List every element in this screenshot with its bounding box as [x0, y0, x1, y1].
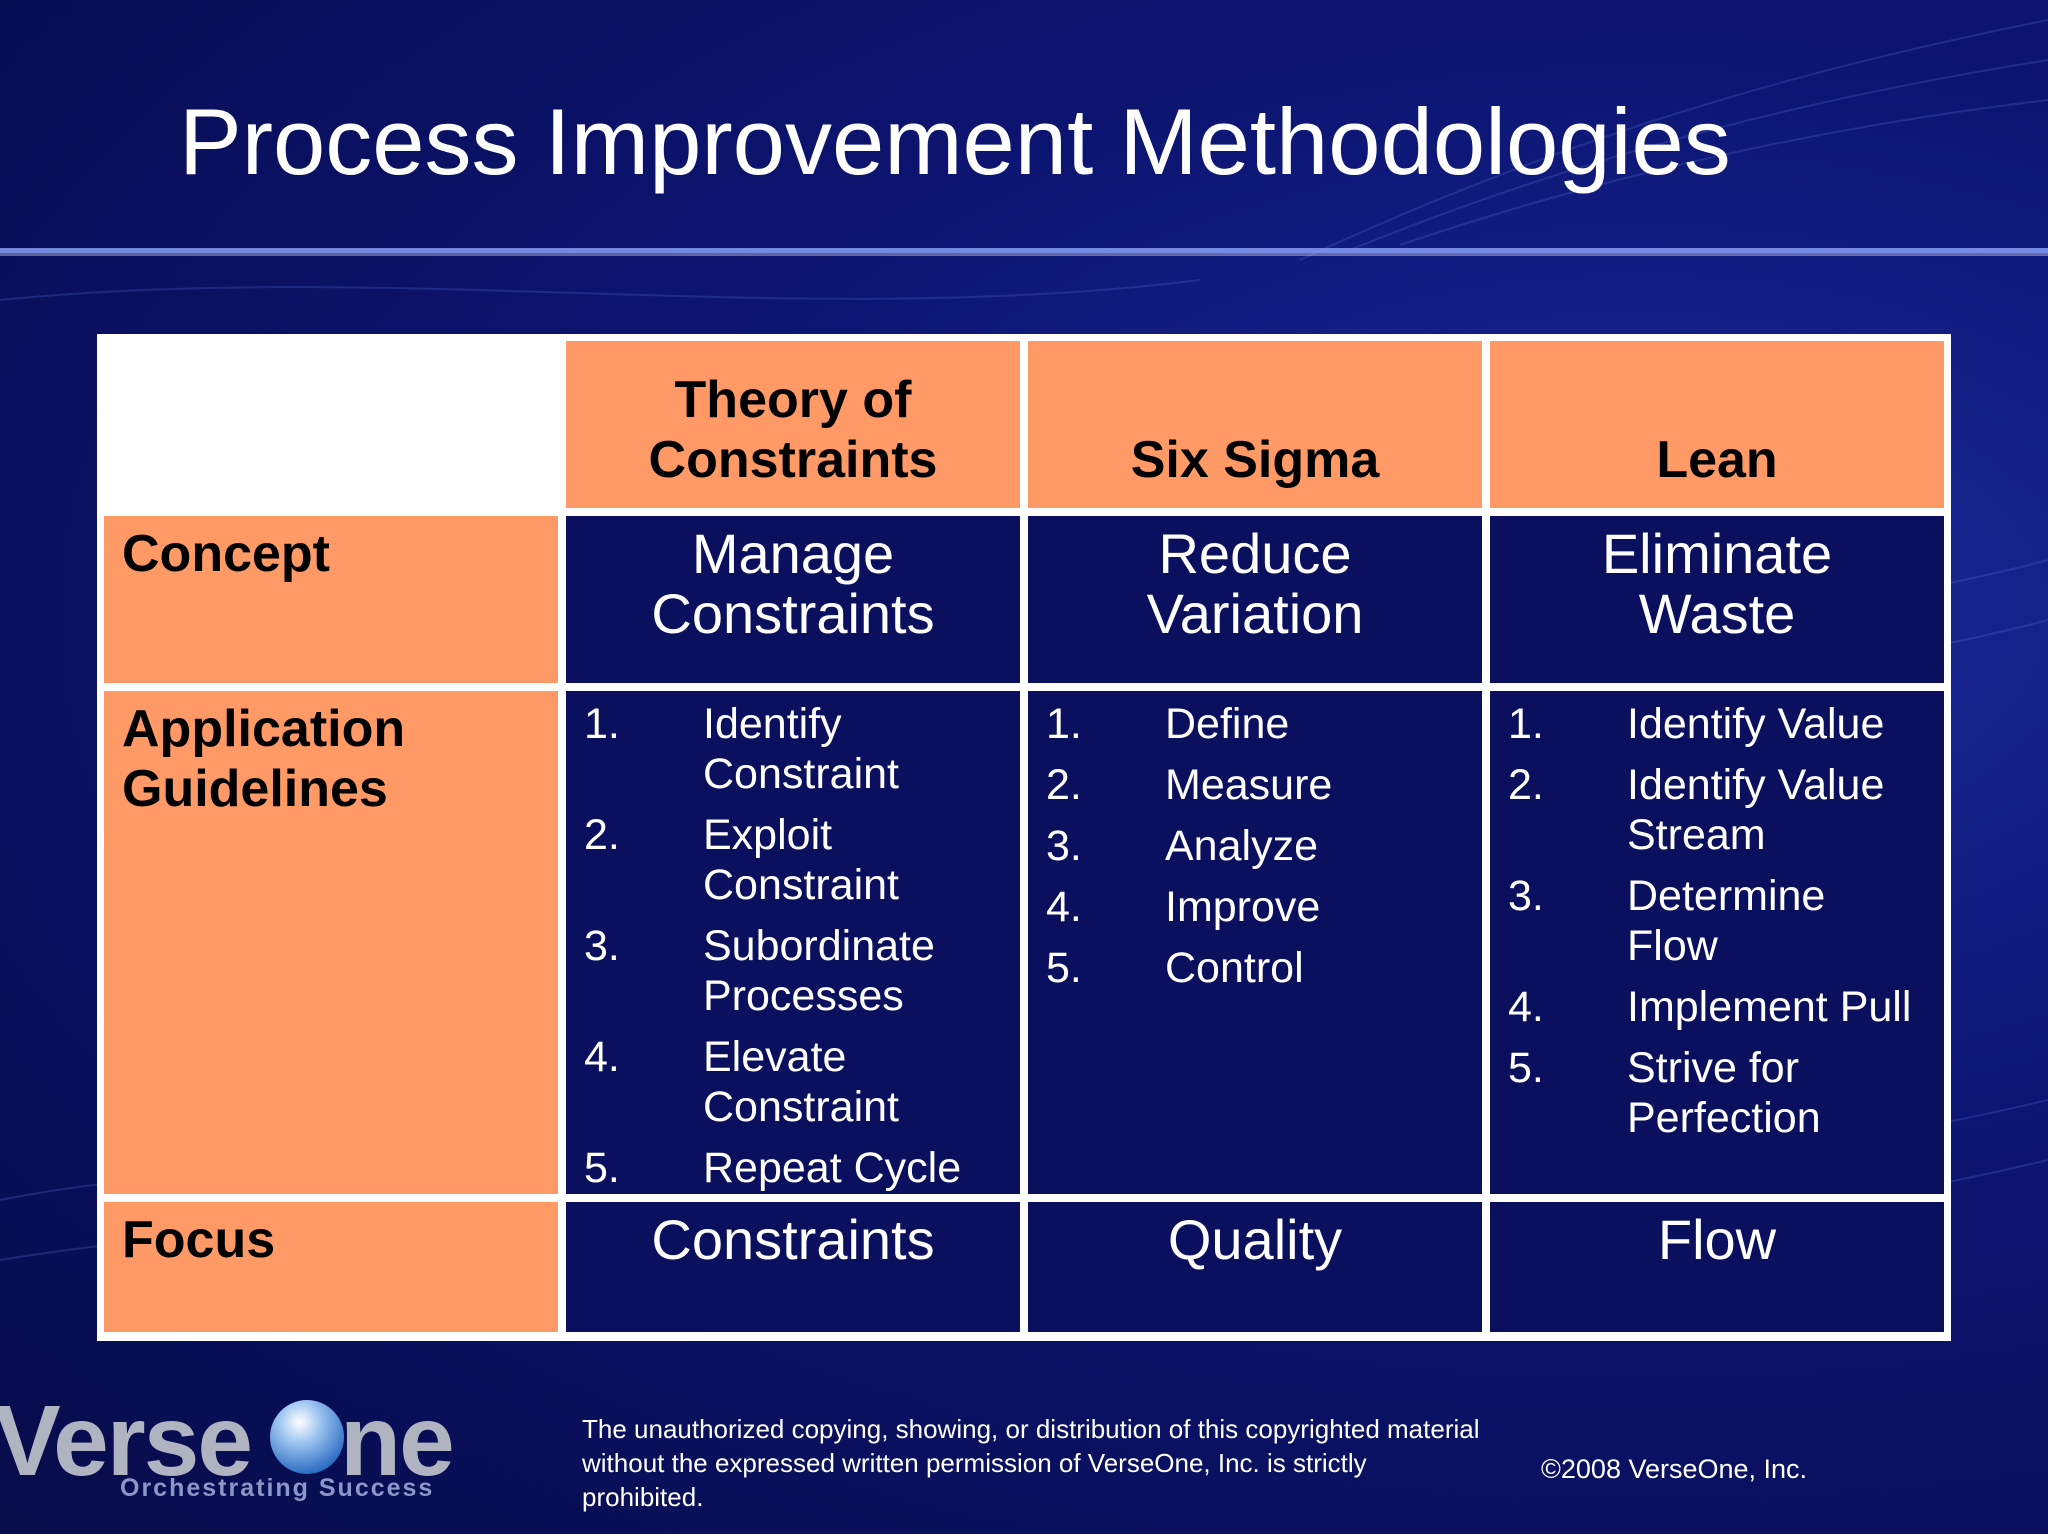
list-text: Improve [1165, 883, 1321, 931]
list-cell: 1. Identify Constraint 2. Exploit Constrain… [566, 691, 1020, 1194]
list-number: 3. [1046, 822, 1082, 870]
list-number: 4. [1508, 983, 1544, 1031]
list-text: Identify Value [1627, 700, 1885, 748]
list-item: 2. Measure [1046, 760, 1464, 810]
list-number: 3. [584, 922, 620, 970]
list-text: Strive for Perfection [1627, 1044, 1821, 1142]
list-number: 4. [584, 1033, 620, 1081]
logo: Verse ne Orchestrating Success [0, 1384, 470, 1504]
list-text: Identify Constraint [703, 700, 899, 798]
list-text: Exploit Constraint [703, 811, 899, 909]
list-item: 5. Control [1046, 943, 1464, 993]
list-cell: 1. Identify Value 2. Identify Value Stream 3… [1490, 691, 1944, 1194]
list-item: 1. Define [1046, 699, 1464, 749]
list-number: 2. [584, 811, 620, 859]
table-cell: Constraints [566, 1202, 1020, 1332]
list-item: 2. Identify Value Stream [1508, 760, 1926, 860]
logo-text: Verse [0, 1385, 253, 1497]
list-number: 5. [584, 1144, 620, 1192]
list-text: Control [1165, 944, 1304, 992]
list-number: 2. [1508, 761, 1544, 809]
disclaimer: The unauthorized copying, showing, or di… [582, 1414, 1480, 1512]
list-item: 3. Subordinate Processes [584, 921, 1002, 1021]
list-item: 1. Identify Constraint [584, 699, 1002, 799]
list-cell: 1. Define 2. Measure 3. Analyze 4. Improve 5. Con… [1028, 691, 1482, 1194]
table-cell: Manage Constraints [566, 516, 1020, 683]
list-text: Implement Pull [1627, 983, 1912, 1031]
list-number: 1. [1046, 700, 1082, 748]
column-header: Six Sigma [1028, 341, 1482, 508]
list-item: 1. Identify Value [1508, 699, 1926, 749]
list-number: 1. [584, 700, 620, 748]
row-label: Application Guidelines [104, 691, 558, 1194]
list-number: 1. [1508, 700, 1544, 748]
list-item: 4. Improve [1046, 882, 1464, 932]
list-text: Analyze [1165, 822, 1318, 870]
logo-tagline: Orchestrating Success [120, 1474, 435, 1502]
row-label: Focus [104, 1202, 558, 1332]
table-cell: Flow [1490, 1202, 1944, 1332]
table-cell: Reduce Variation [1028, 516, 1482, 683]
list-text: Repeat Cycle [703, 1144, 962, 1192]
list-number: 2. [1046, 761, 1082, 809]
column-header: Theory of Constraints [566, 341, 1020, 508]
column-header: Lean [1490, 341, 1944, 508]
list-text: Determine Flow [1627, 872, 1826, 970]
list-item: 4. Elevate Constraint [584, 1032, 1002, 1132]
list-number: 5. [1046, 944, 1082, 992]
logo-text: ne [340, 1385, 455, 1497]
row-label: Concept [104, 516, 558, 683]
logo-globe [270, 1400, 344, 1474]
list-number: 4. [1046, 883, 1082, 931]
list-item: 3. Determine Flow [1508, 871, 1926, 971]
table-cell: Quality [1028, 1202, 1482, 1332]
list-text: Elevate Constraint [703, 1033, 899, 1131]
table-cell: Eliminate Waste [1490, 516, 1944, 683]
list-text: Subordinate Processes [703, 922, 935, 1020]
comparison-table: Theory of Constraints Six Sigma Lean Concep… [97, 334, 1951, 1341]
list-text: Identify Value Stream [1627, 761, 1885, 859]
list-item: 3. Analyze [1046, 821, 1464, 871]
list-item: 2. Exploit Constraint [584, 810, 1002, 910]
blank-cell [104, 341, 558, 508]
list-item: 5. Repeat Cycle [584, 1143, 1002, 1193]
list-item: 4. Implement Pull [1508, 982, 1926, 1032]
slide-title: Process Improvement Methodologies [179, 89, 1731, 194]
list-text: Define [1165, 700, 1290, 748]
list-item: 5. Strive for Perfection [1508, 1043, 1926, 1143]
list-text: Measure [1165, 761, 1333, 809]
list-number: 3. [1508, 872, 1544, 920]
list-number: 5. [1508, 1044, 1544, 1092]
copyright: ©2008 VerseOne, Inc. [1541, 1454, 1808, 1484]
